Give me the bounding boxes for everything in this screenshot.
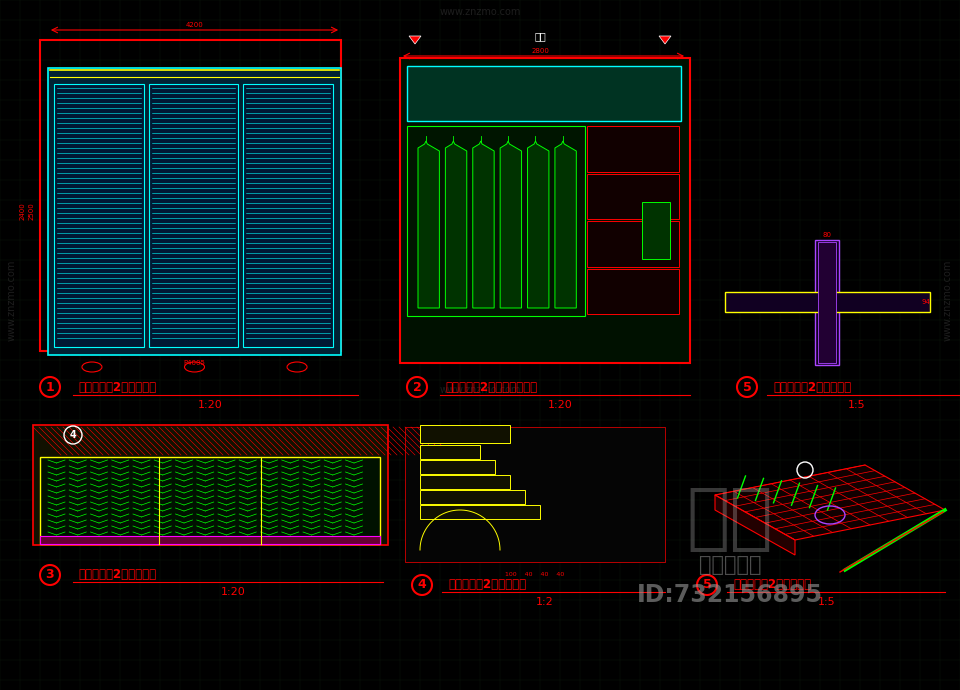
Text: 负一层卧室2衣柜大样图: 负一层卧室2衣柜大样图	[773, 380, 852, 393]
Text: 负一层卧室2衣柜内部分隔图: 负一层卧室2衣柜内部分隔图	[445, 380, 538, 393]
Text: 1:2: 1:2	[536, 597, 554, 607]
Bar	[587, 221, 679, 266]
Text: 5: 5	[703, 578, 711, 591]
Text: 知未: 知未	[686, 486, 774, 555]
Text: 4200: 4200	[185, 22, 204, 28]
Text: 5: 5	[743, 380, 752, 393]
Bar	[420, 475, 510, 489]
Text: 94: 94	[922, 299, 930, 305]
Bar	[420, 445, 480, 459]
Polygon shape	[472, 141, 494, 308]
Polygon shape	[715, 495, 795, 555]
Bar	[587, 173, 679, 219]
Text: 负一层卧室2衣柜大样图: 负一层卧室2衣柜大样图	[448, 578, 526, 591]
Bar	[815, 240, 839, 365]
Text: 1:20: 1:20	[198, 400, 223, 410]
Bar	[48, 68, 341, 355]
Text: P4005: P4005	[183, 360, 205, 366]
Bar	[420, 505, 540, 519]
Text: 灯槽: 灯槽	[534, 31, 546, 41]
Text: 2400: 2400	[20, 203, 26, 220]
FancyArrow shape	[409, 36, 421, 44]
Text: 知未资料库: 知未资料库	[699, 555, 761, 575]
Text: www.znzmo.com: www.znzmo.com	[440, 385, 520, 395]
Text: 2: 2	[413, 380, 421, 393]
Polygon shape	[418, 141, 440, 308]
Bar	[405, 427, 665, 562]
Text: 100    40    40    40: 100 40 40 40	[505, 573, 564, 578]
Bar	[54, 84, 144, 347]
Bar	[400, 58, 690, 363]
Text: 1:5: 1:5	[849, 400, 866, 410]
Bar	[420, 490, 525, 504]
Text: 1:5: 1:5	[818, 597, 836, 607]
Text: 负一层卧室2衣柜大样图: 负一层卧室2衣柜大样图	[733, 578, 811, 591]
Bar	[40, 536, 380, 544]
Text: www.znzmo.com: www.znzmo.com	[943, 259, 953, 341]
Text: 负一层卧室2衣柜立面图: 负一层卧室2衣柜立面图	[78, 380, 156, 393]
Bar	[587, 126, 679, 172]
Text: 2800: 2800	[531, 48, 549, 54]
Text: 3: 3	[46, 569, 55, 582]
Bar	[420, 425, 510, 443]
Text: 2500: 2500	[29, 203, 35, 220]
Bar	[407, 126, 585, 316]
FancyArrow shape	[659, 36, 671, 44]
Bar	[818, 242, 836, 363]
Bar	[642, 202, 670, 259]
Bar	[40, 40, 341, 351]
Bar	[149, 84, 238, 347]
Bar	[243, 84, 333, 347]
Bar	[587, 268, 679, 314]
Polygon shape	[500, 141, 521, 308]
Text: www.znzmo.com: www.znzmo.com	[7, 259, 17, 341]
Polygon shape	[528, 141, 549, 308]
Polygon shape	[445, 141, 467, 308]
Text: www.znzmo.com: www.znzmo.com	[440, 7, 520, 17]
Text: 80: 80	[823, 232, 831, 238]
Text: 1:20: 1:20	[221, 587, 246, 597]
Bar	[407, 66, 681, 121]
Bar	[33, 425, 388, 545]
Polygon shape	[715, 465, 945, 540]
Polygon shape	[555, 141, 576, 308]
Text: 4: 4	[418, 578, 426, 591]
Bar	[725, 292, 930, 312]
Text: 1:20: 1:20	[547, 400, 572, 410]
Text: 1: 1	[46, 380, 55, 393]
Text: ID:732156895: ID:732156895	[637, 583, 823, 607]
Text: 4: 4	[70, 430, 77, 440]
Bar	[420, 460, 495, 474]
Text: 负一层卧室2衣柜平面图: 负一层卧室2衣柜平面图	[78, 569, 156, 582]
Bar	[40, 457, 380, 544]
